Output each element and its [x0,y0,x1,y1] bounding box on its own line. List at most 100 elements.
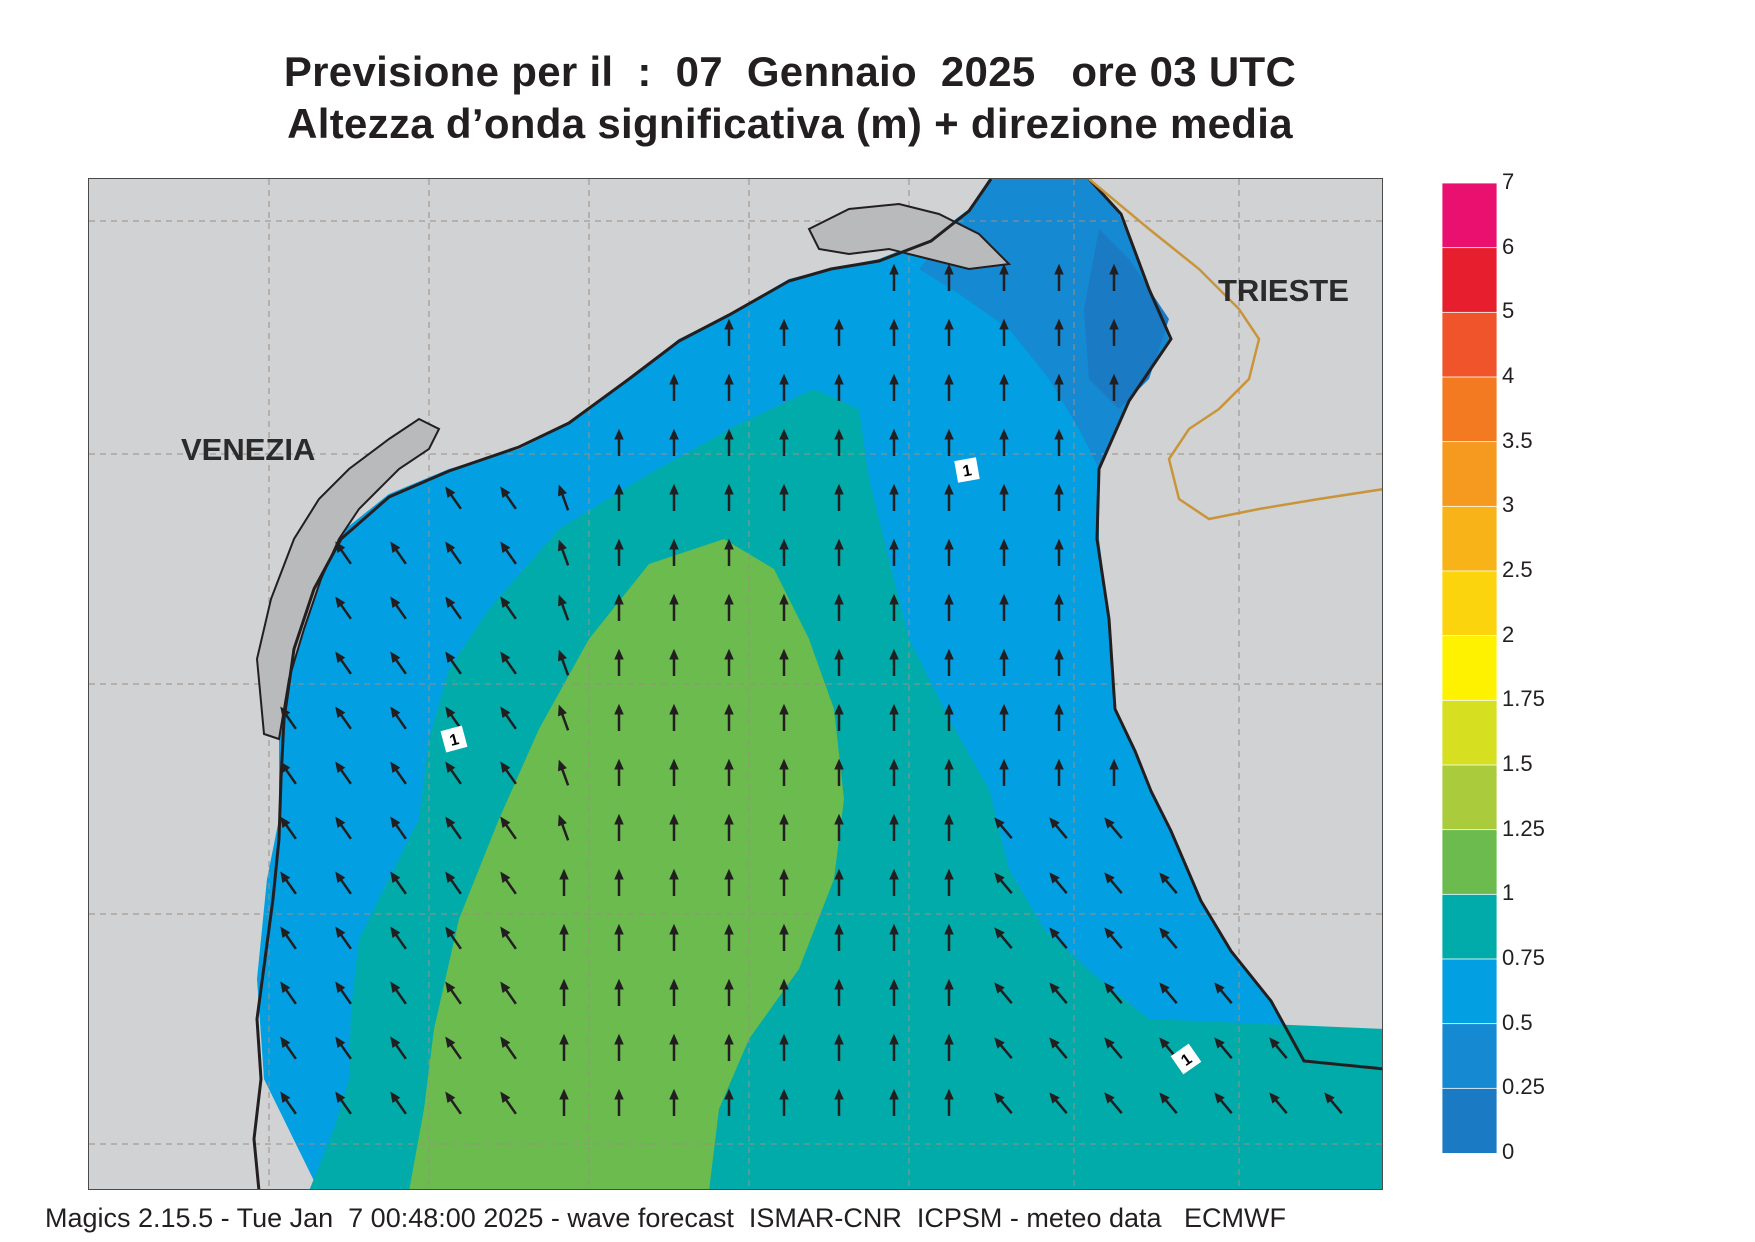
wave-arrow [559,1033,569,1061]
wave-arrow [999,263,1009,291]
wave-arrow [669,978,679,1006]
wave-arrow [390,541,407,565]
wave-arrow [834,483,844,511]
wave-arrow [500,596,517,620]
wave-arrow [944,923,954,951]
wave-arrow [445,596,462,620]
wave-arrow [500,541,517,565]
legend-label: 0.75 [1502,945,1545,970]
wave-arrow [994,927,1013,949]
wave-arrow [557,814,570,841]
wave-arrow [669,1088,679,1116]
wave-arrow [1054,263,1064,291]
wave-arrow [390,761,407,785]
wave-arrow [779,373,789,401]
wave-arrow [724,868,734,896]
wave-arrow [669,483,679,511]
wave-arrow [1214,1092,1233,1114]
wave-arrow [1109,758,1119,786]
wave-arrow [1104,872,1123,894]
wave-arrow [889,483,899,511]
wave-arrow [1104,1037,1123,1059]
footer-credits: Magics 2.15.5 - Tue Jan 7 00:48:00 2025 … [45,1203,1286,1233]
legend-swatch [1442,699,1497,766]
wave-arrow [724,813,734,841]
wave-arrow [779,813,789,841]
wave-arrow [557,539,570,566]
wave-arrow [1159,982,1178,1004]
legend-label: 1.25 [1502,815,1545,841]
wave-arrow [669,758,679,786]
wave-arrow [834,813,844,841]
contour-label-1b: 1 [440,725,468,753]
wave-arrow [944,703,954,731]
contour-label-1a: 1 [954,457,980,483]
wave-arrow [335,1036,352,1060]
wave-arrow [889,703,899,731]
wave-arrow [614,703,624,731]
map-title: Previsione per il : 07 Gennaio 2025 ore … [283,48,1297,95]
wave-arrow [500,706,517,730]
wave-arrow [999,373,1009,401]
legend-label: 6 [1502,233,1515,259]
wave-arrow [390,706,407,730]
wave-arrow [1049,1092,1068,1114]
legend-swatch [1442,376,1497,443]
wave-arrow [614,758,624,786]
wave-arrow [779,978,789,1006]
wave-arrow [280,981,297,1005]
wave-arrow [335,761,352,785]
wave-arrow [724,1088,734,1116]
wave-arrow [1049,817,1068,839]
wave-arrow [999,593,1009,621]
wave-arrow [559,868,569,896]
wave-arrow [445,926,462,950]
wave-arrow [1109,373,1119,401]
wave-arrow [994,1092,1013,1114]
wave-arrow [669,1033,679,1061]
wave-arrow [834,923,844,951]
wave-arrow [614,978,624,1006]
wave-arrow [1049,927,1068,949]
legend-swatch [1442,183,1497,249]
wave-arrow [889,428,899,456]
wave-arrow [834,1088,844,1116]
wave-arrow [445,1036,462,1060]
wave-arrow [335,1091,352,1115]
wave-arrow [834,428,844,456]
wave-arrow [1054,318,1064,346]
legend-swatch [1442,764,1497,831]
wave-arrow [944,1033,954,1061]
wave-arrow [779,483,789,511]
legend-label: 1.5 [1502,751,1533,776]
wave-arrow [614,813,624,841]
wave-arrow [1054,373,1064,401]
wave-arrow [445,761,462,785]
wave-arrow [500,816,517,840]
wave-arrow [999,318,1009,346]
coastline-east [1087,179,1382,1071]
wave-arrow [834,758,844,786]
legend-swatch [1442,311,1497,378]
wave-arrow [944,648,954,676]
wave-arrow [445,1091,462,1115]
wave-arrow [614,483,624,511]
wave-arrow [669,373,679,401]
wave-arrow [390,651,407,675]
wave-arrow [500,1091,517,1115]
wave-arrow [834,648,844,676]
wave-arrow [944,428,954,456]
wave-arrow [390,596,407,620]
wave-arrow [834,1033,844,1061]
wave-arrow [994,982,1013,1004]
legend-label: 4 [1502,363,1515,388]
wave-arrow [834,318,844,346]
wave-arrow [280,1091,297,1115]
wave-arrow [724,758,734,786]
wave-arrow [889,263,899,291]
wave-arrow [1104,927,1123,949]
wave-arrow [944,483,954,511]
wave-arrow [614,538,624,566]
wave-arrow [779,538,789,566]
wave-arrow [1054,648,1064,676]
